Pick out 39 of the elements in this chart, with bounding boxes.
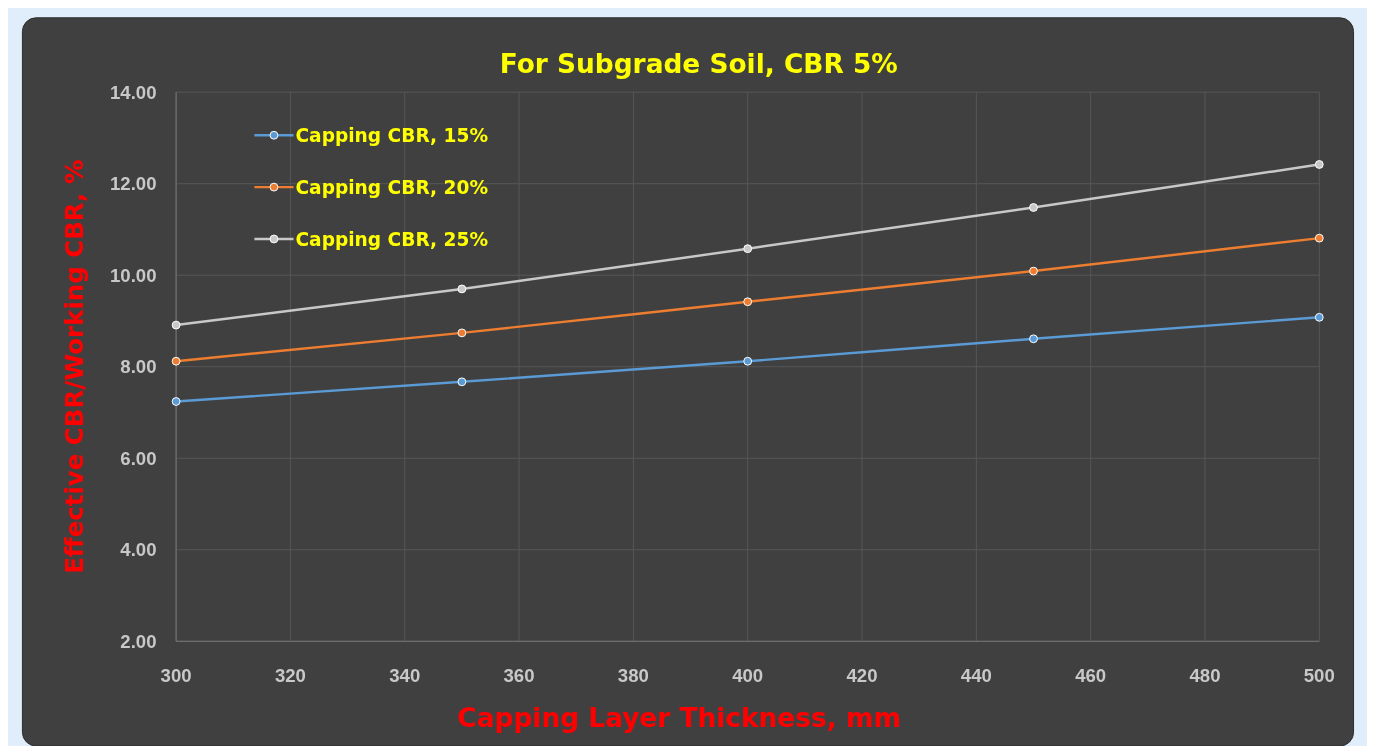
chart-title: For Subgrade Soil, CBR 5%: [499, 47, 898, 79]
x-tick-label: 460: [1075, 665, 1107, 687]
x-tick-label: 400: [732, 665, 764, 687]
y-tick-label: 12.00: [110, 173, 157, 195]
point: [457, 328, 467, 338]
point: [743, 244, 753, 254]
point: [171, 397, 181, 406]
x-tick-label: 340: [389, 665, 421, 687]
point: [457, 377, 467, 387]
y-axis-title: Effective CBR/Working CBR, %: [60, 159, 90, 574]
x-tick-label: 360: [503, 665, 535, 687]
y-tick-label: 4.00: [120, 539, 157, 561]
point: [1029, 203, 1038, 212]
x-tick-label: 420: [846, 665, 878, 687]
point: [1029, 266, 1038, 276]
x-tick-label: 320: [274, 665, 306, 687]
x-tick-label: 380: [617, 665, 649, 687]
point: [743, 356, 753, 366]
x-tick-label: 440: [960, 665, 992, 687]
x-tick-label: 300: [160, 665, 192, 687]
x-axis-title: Capping Layer Thickness, mm: [457, 702, 901, 734]
x-tick-label: 500: [1303, 665, 1335, 687]
point: [743, 297, 753, 307]
y-tick-label: 8.00: [120, 356, 157, 378]
point: [171, 356, 181, 366]
x-tick-label: 480: [1189, 665, 1221, 687]
point: [457, 284, 467, 294]
y-tick-label: 14.00: [110, 81, 157, 103]
legend-label: Capping CBR, 25%: [295, 228, 489, 250]
legend-label: Capping CBR, 20%: [295, 176, 489, 198]
y-tick-label: 2.00: [120, 630, 157, 652]
point: [1314, 160, 1324, 169]
y-tick-label: 10.00: [110, 264, 157, 286]
point: [171, 320, 181, 330]
point: [1029, 334, 1038, 344]
point: [1314, 233, 1324, 243]
legend-label: Capping CBR, 15%: [295, 124, 489, 146]
point: [1314, 312, 1324, 322]
y-tick-label: 6.00: [120, 447, 157, 469]
